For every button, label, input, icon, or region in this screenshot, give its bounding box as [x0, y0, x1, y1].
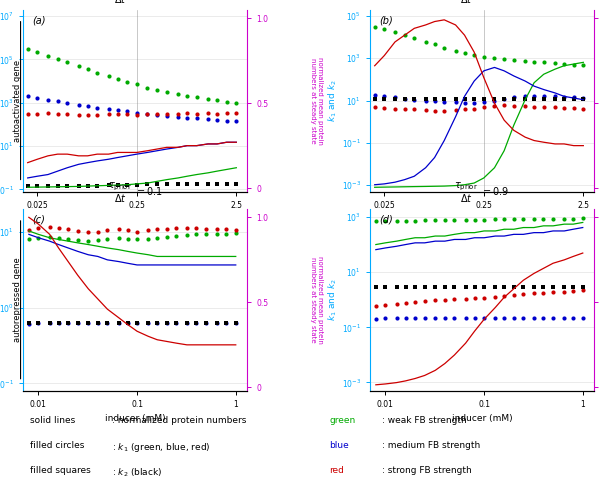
- Text: filled squares: filled squares: [29, 466, 90, 475]
- Text: : weak FB strength: : weak FB strength: [382, 416, 467, 425]
- Text: (b): (b): [379, 15, 393, 25]
- Text: $\dfrac{\tau_{\mathrm{prior}}}{\Delta t}$ $= 0.9$: $\dfrac{\tau_{\mathrm{prior}}}{\Delta t}…: [454, 181, 509, 205]
- Text: (d): (d): [379, 214, 393, 224]
- Text: $\dfrac{\tau_{\mathrm{prior}}}{\Delta t}$ $= 0.1$: $\dfrac{\tau_{\mathrm{prior}}}{\Delta t}…: [107, 181, 163, 205]
- Text: autoactivated gene: autoactivated gene: [13, 59, 22, 142]
- Text: : $k_2$ (black): : $k_2$ (black): [112, 466, 162, 479]
- Y-axis label: $k_1$ and $k_2$: $k_1$ and $k_2$: [326, 79, 339, 122]
- Y-axis label: normalized mean protein
numbers at steady state: normalized mean protein numbers at stead…: [310, 256, 323, 344]
- X-axis label: inducer (mM): inducer (mM): [452, 415, 512, 423]
- Text: autorepressed gene: autorepressed gene: [13, 257, 22, 342]
- Y-axis label: normalized mean protein
numbers at steady state: normalized mean protein numbers at stead…: [310, 57, 323, 145]
- Text: $\dfrac{\tau_{\mathrm{prior}}}{\Delta t}$ $= 0.9$: $\dfrac{\tau_{\mathrm{prior}}}{\Delta t}…: [454, 0, 509, 6]
- Text: blue: blue: [329, 441, 349, 450]
- Text: : $k_1$ (green, blue, red): : $k_1$ (green, blue, red): [112, 441, 211, 454]
- X-axis label: inducer (% w/v): inducer (% w/v): [100, 215, 171, 224]
- Text: red: red: [329, 466, 344, 475]
- Text: $\dfrac{\tau_{\mathrm{prior}}}{\Delta t}$ $= 0.1$: $\dfrac{\tau_{\mathrm{prior}}}{\Delta t}…: [107, 0, 163, 6]
- Y-axis label: $k_1$ and $k_2$: $k_1$ and $k_2$: [326, 279, 339, 321]
- X-axis label: inducer (% w/v): inducer (% w/v): [446, 215, 518, 224]
- Text: : strong FB strength: : strong FB strength: [382, 466, 472, 475]
- Text: filled circles: filled circles: [29, 441, 84, 450]
- Text: (c): (c): [32, 214, 45, 224]
- Text: solid lines: solid lines: [29, 416, 75, 425]
- Text: : medium FB strength: : medium FB strength: [382, 441, 481, 450]
- Text: : normalized protein numbers: : normalized protein numbers: [112, 416, 246, 425]
- X-axis label: inducer (mM): inducer (mM): [105, 415, 166, 423]
- Text: (a): (a): [32, 15, 46, 25]
- Text: green: green: [329, 416, 356, 425]
